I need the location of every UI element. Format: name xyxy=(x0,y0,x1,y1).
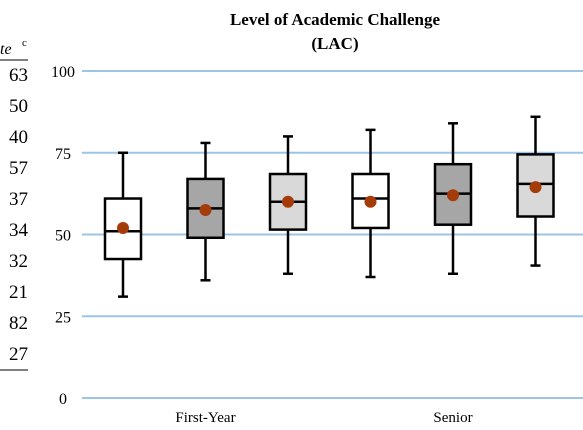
chart-title-line-2: (LAC) xyxy=(311,34,358,53)
y-axis-tick-labels: 0 25 50 75 100 xyxy=(51,64,75,408)
box-5 xyxy=(433,122,473,275)
box-iqr xyxy=(351,172,390,230)
table-value: 32 xyxy=(9,251,28,272)
mean-marker xyxy=(447,189,459,202)
table-value: 40 xyxy=(9,127,28,148)
gridlines xyxy=(82,70,583,399)
table-value: 21 xyxy=(9,282,28,303)
box-2 xyxy=(186,141,225,282)
y-tick-label: 0 xyxy=(59,391,67,408)
box-6 xyxy=(516,115,555,267)
table-value: 82 xyxy=(9,313,28,334)
mean-marker xyxy=(529,181,542,194)
box-series xyxy=(103,115,555,298)
table-value: 27 xyxy=(9,344,28,365)
table-value: 50 xyxy=(9,96,28,117)
table-header-fragment: te xyxy=(0,41,12,58)
y-tick-label: 100 xyxy=(51,64,75,81)
y-tick-label: 50 xyxy=(55,228,71,245)
mean-marker xyxy=(199,203,212,216)
box-3 xyxy=(268,135,308,275)
side-table-fragment: te c 63 50 40 57 37 34 32 21 82 27 xyxy=(0,37,29,371)
box-4 xyxy=(351,128,390,279)
mean-marker xyxy=(282,195,294,208)
table-value: 57 xyxy=(9,158,28,179)
table-header-superscript: c xyxy=(22,37,27,49)
mean-marker xyxy=(364,195,377,208)
table-value: 37 xyxy=(9,189,28,210)
x-axis-group-labels: First-Year Senior xyxy=(175,410,472,426)
x-group-label: Senior xyxy=(433,410,472,426)
box-1 xyxy=(103,151,143,298)
x-group-label: First-Year xyxy=(175,410,235,426)
chart-title-line-1: Level of Academic Challenge xyxy=(230,10,441,29)
table-value: 63 xyxy=(9,65,28,86)
mean-marker xyxy=(117,221,129,234)
y-tick-label: 75 xyxy=(55,146,71,163)
y-tick-label: 25 xyxy=(55,309,71,326)
table-value: 34 xyxy=(9,220,29,241)
